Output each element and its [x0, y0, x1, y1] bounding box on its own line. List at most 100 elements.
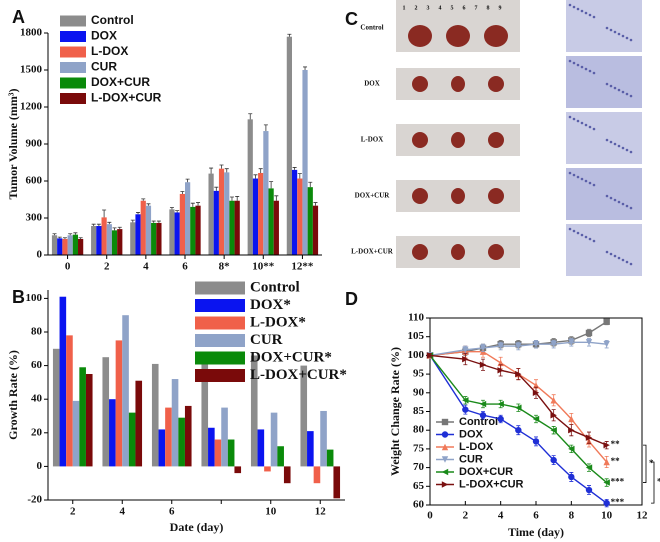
x-tick-label: 4	[120, 506, 126, 518]
bracket	[651, 461, 655, 504]
histology-cell	[580, 121, 584, 125]
y-axis-title: Tumor Volume (mm³)	[6, 89, 20, 200]
legend-swatch	[195, 351, 245, 365]
bar	[270, 412, 278, 467]
bar	[263, 131, 269, 255]
bar	[179, 193, 185, 255]
bar	[59, 296, 67, 467]
bar	[214, 439, 222, 467]
tumor	[446, 25, 470, 47]
error-bar	[68, 233, 73, 236]
x-tick-label: 4	[143, 261, 149, 273]
bar	[122, 315, 129, 467]
marker	[497, 342, 504, 350]
bar	[85, 374, 93, 467]
marker	[603, 499, 610, 507]
histology-cell	[572, 117, 576, 121]
error-bar	[136, 212, 141, 215]
ruler-number: 1	[403, 5, 406, 11]
histology	[566, 112, 642, 164]
histology-cell	[592, 183, 596, 187]
bar	[283, 466, 291, 484]
bar	[169, 209, 175, 255]
y-tick-label: 70	[413, 461, 425, 473]
histology-cell	[588, 69, 592, 73]
error-bar	[209, 167, 214, 174]
bar	[221, 407, 228, 467]
bar	[151, 222, 157, 255]
row-label: DOX+CUR	[355, 192, 391, 200]
marker	[462, 397, 469, 404]
error-bar	[308, 181, 313, 188]
bar	[185, 182, 191, 255]
y-tick-label: 1800	[20, 27, 43, 39]
histology-cell	[609, 196, 613, 200]
x-tick-label: 8*	[219, 261, 231, 273]
legend-swatch	[60, 77, 86, 89]
y-tick-label: 1200	[20, 101, 43, 113]
legend-label: Control	[459, 416, 498, 428]
bar	[234, 200, 240, 255]
bar	[115, 340, 123, 467]
histology-cell	[584, 67, 588, 71]
legend-label: DOX*	[250, 297, 291, 313]
bar	[302, 70, 308, 255]
error-bar	[287, 33, 292, 37]
error-bar	[78, 237, 83, 239]
bar	[257, 429, 265, 467]
bar	[78, 238, 84, 255]
bar	[102, 357, 110, 467]
x-tick-label: 10	[265, 506, 277, 518]
histology-cell	[629, 94, 633, 98]
bar	[72, 234, 79, 255]
bar	[213, 190, 219, 255]
bar	[96, 226, 102, 255]
histology-cell	[617, 88, 621, 92]
bar	[106, 224, 112, 255]
marker	[585, 486, 593, 494]
bar	[145, 205, 152, 255]
marker	[550, 397, 557, 404]
histology-cell	[613, 254, 617, 258]
marker	[568, 445, 575, 453]
histology	[566, 168, 642, 220]
bar	[227, 439, 235, 467]
panel-letter: B	[12, 287, 25, 307]
histology	[566, 224, 642, 276]
marker	[550, 340, 557, 348]
histology-cell	[576, 63, 580, 67]
histology-cell	[625, 148, 629, 152]
marker	[515, 370, 522, 378]
y-tick-label: 65	[413, 480, 425, 492]
tumor	[451, 188, 465, 204]
error-bar	[196, 202, 201, 206]
legend-label: DOX+CUR	[459, 466, 513, 478]
histology-cell	[621, 202, 625, 206]
tumor	[488, 188, 504, 204]
histology-cell	[609, 84, 613, 88]
y-tick-label: 600	[26, 175, 43, 187]
marker	[532, 389, 540, 396]
histology-cell	[568, 227, 572, 231]
marker	[550, 412, 557, 419]
y-tick-label: 300	[26, 212, 43, 224]
y-tick-label: 105	[408, 330, 425, 342]
histology-cell	[629, 38, 633, 42]
error-bar	[146, 203, 151, 206]
legend-label: DOX+CUR*	[250, 349, 332, 365]
x-tick-label: 8	[569, 510, 575, 522]
bar	[268, 188, 274, 255]
y-tick-label: 900	[26, 138, 43, 150]
histology-cell	[584, 11, 588, 15]
histology-cell	[625, 204, 629, 208]
histology-cell	[625, 260, 629, 264]
legend-label: CUR	[91, 60, 117, 74]
marker	[479, 361, 487, 368]
series-line	[429, 354, 608, 484]
marker	[603, 479, 610, 486]
histology-cell	[588, 181, 592, 185]
marker	[603, 441, 610, 449]
error-bar	[269, 181, 274, 189]
histology-cell	[625, 92, 629, 96]
marker	[603, 458, 610, 466]
